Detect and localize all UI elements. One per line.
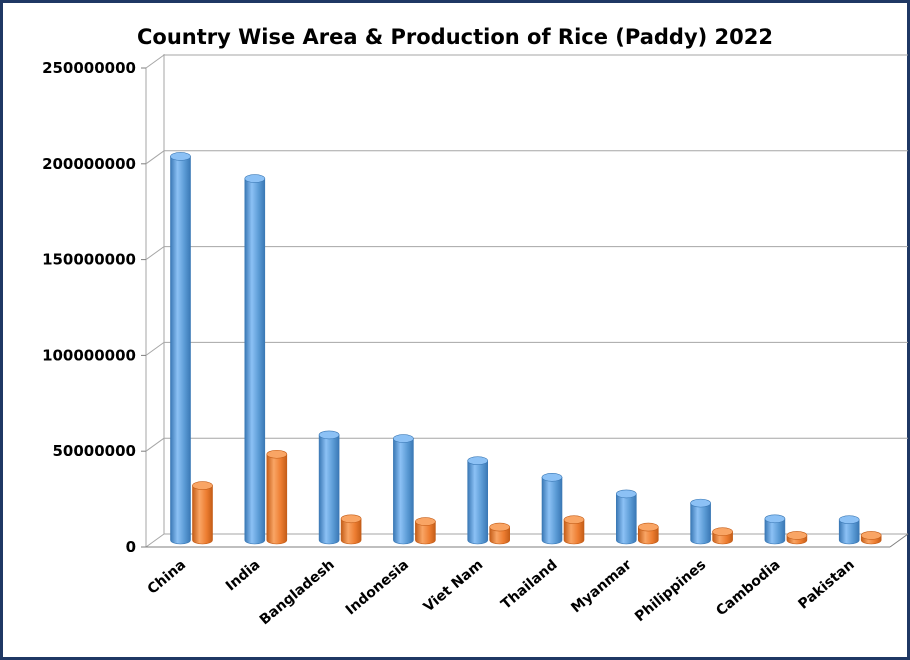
bar-pakistan-series-1 <box>838 515 860 545</box>
bars <box>170 152 882 545</box>
bar-viet-nam-series-2 <box>489 522 511 545</box>
side-gridline <box>145 54 165 69</box>
x-tick-label: Thailand <box>498 557 560 613</box>
bar-china-series-1 <box>170 152 191 545</box>
y-tick-label: 150000000 <box>42 251 136 269</box>
bar-indonesia-series-1 <box>393 434 414 545</box>
bar-myanmar-series-2 <box>637 522 659 545</box>
y-tick-label: 50000000 <box>53 442 137 460</box>
x-tick-label: Viet Nam <box>421 557 487 616</box>
bar-philippines-series-1 <box>690 498 711 545</box>
bar-india-series-1 <box>244 174 266 545</box>
y-tick-label: 0 <box>126 538 136 556</box>
side-gridline <box>145 533 165 548</box>
bar-cambodia-series-2 <box>786 531 808 545</box>
bar-bangladesh-series-2 <box>340 514 362 545</box>
x-tick-label: Bangladesh <box>257 557 338 629</box>
x-tick-label: Philippines <box>632 557 709 625</box>
chart-title: Country Wise Area & Production of Rice (… <box>137 25 773 49</box>
y-tick-label: 250000000 <box>42 59 136 77</box>
floor-right-edge <box>889 533 909 548</box>
y-axis-tick-labels: 0 50000000 100000000 150000000 200000000 2500… <box>42 59 136 556</box>
bar-myanmar-series-1 <box>615 489 637 545</box>
side-gridline <box>145 150 165 165</box>
x-tick-label: Cambodia <box>713 557 783 620</box>
x-tick-label: Indonesia <box>343 557 412 619</box>
side-gridline <box>145 341 165 356</box>
x-tick-label: China <box>145 557 189 598</box>
bar-pakistan-series-2 <box>860 531 882 545</box>
bar-india-series-2 <box>266 449 288 545</box>
bar-viet-nam-series-1 <box>467 456 489 545</box>
bar-philippines-series-2 <box>712 527 733 545</box>
side-gridline <box>145 437 165 452</box>
bar-indonesia-series-2 <box>415 517 436 545</box>
y-tick-label: 200000000 <box>42 155 136 173</box>
x-tick-label: Myanmar <box>568 557 635 617</box>
bar-thailand-series-1 <box>541 473 563 545</box>
y-tick-label: 100000000 <box>42 346 136 364</box>
bar-cambodia-series-1 <box>764 514 786 545</box>
gridlines <box>141 54 909 548</box>
bar-bangladesh-series-1 <box>318 430 340 545</box>
bar-thailand-series-2 <box>563 515 585 545</box>
x-tick-label: Pakistan <box>795 557 857 613</box>
bar-china-series-2 <box>192 481 213 545</box>
x-tick-label: India <box>223 557 264 595</box>
side-gridline <box>145 246 165 261</box>
